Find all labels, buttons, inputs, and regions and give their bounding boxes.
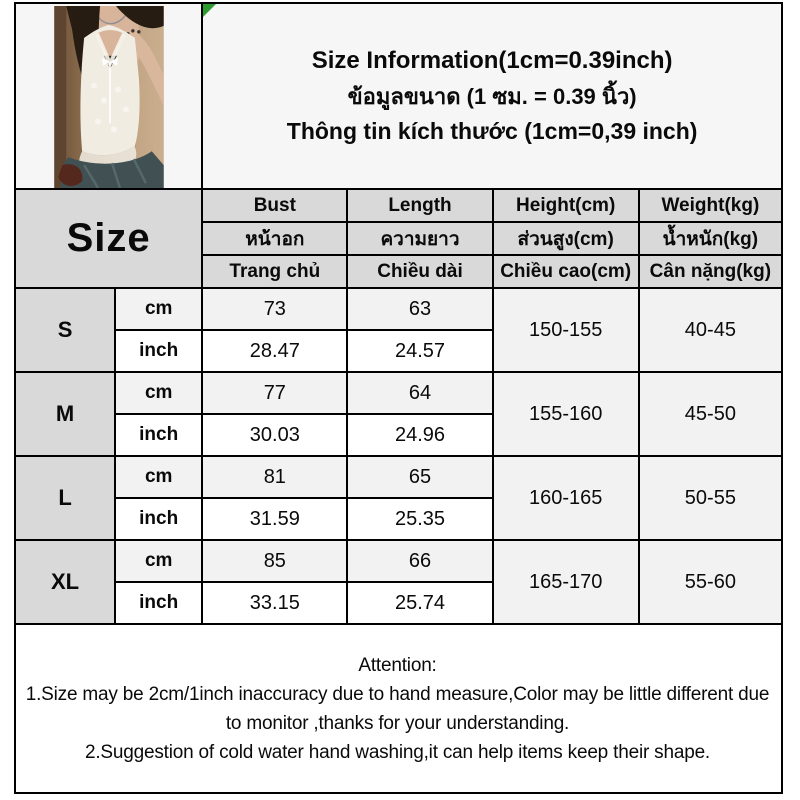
bust-inch-s: 28.47 (201, 329, 349, 373)
length-cm-m: 64 (346, 371, 494, 415)
size-info-title: Size Information(1cm=0.39inch) ข้อมูลขนา… (204, 47, 780, 145)
col-header-height-en: Height(cm) (491, 188, 640, 223)
table-row-l-inch: inch 31.59 25.35 (15, 497, 782, 541)
height-range-s: 150-155 (491, 287, 640, 373)
unit-label-inch: inch (114, 581, 204, 625)
table-row-xl-cm: XL cm 85 66 165-170 55-60 (13, 539, 784, 625)
weight-range-xl: 55-60 (637, 539, 784, 625)
table-row-s-inch: inch 28.47 24.57 (15, 329, 782, 373)
attention-cell: Attention: 1.Size may be 2cm/1inch inacc… (14, 623, 783, 794)
unit-label-inch: inch (114, 329, 204, 373)
size-label-xl: XL (13, 539, 117, 625)
weight-range-m: 45-50 (637, 371, 784, 457)
height-range-l: 160-165 (491, 455, 640, 541)
unit-label-inch: inch (114, 497, 204, 541)
attention-heading: Attention: (358, 655, 437, 676)
col-header-length-vi: Chiều dài (346, 254, 494, 289)
bust-cm-xl: 85 (201, 539, 349, 583)
bust-inch-xl: 33.15 (201, 581, 349, 625)
product-photo-cell (13, 2, 204, 190)
unit-label-cm: cm (114, 455, 204, 499)
bust-cm-s: 73 (201, 287, 349, 331)
length-cm-l: 65 (346, 455, 494, 499)
length-inch-l: 25.35 (346, 497, 494, 541)
table-row-m-cm: M cm 77 64 155-160 45-50 (13, 371, 784, 457)
bust-inch-m: 30.03 (201, 413, 349, 457)
height-range-m: 155-160 (491, 371, 640, 457)
length-cm-xl: 66 (346, 539, 494, 583)
title-cell: Size Information(1cm=0.39inch) ข้อมูลขนา… (201, 2, 783, 190)
attention-note-2: 2.Suggestion of cold water hand washing,… (84, 742, 711, 763)
table-row-s-cm: S cm 73 63 150-155 40-45 (13, 287, 784, 373)
unit-label-cm: cm (114, 371, 204, 415)
col-header-bust-th: หน้าอก (201, 221, 349, 256)
length-inch-xl: 25.74 (346, 581, 494, 625)
size-label-m: M (13, 371, 117, 457)
title-vietnamese: Thông tin kích thước (1cm=0,39 inch) (286, 118, 698, 144)
col-header-length-th: ความยาว (346, 221, 494, 256)
weight-range-l: 50-55 (637, 455, 784, 541)
col-header-bust-en: Bust (201, 188, 349, 223)
col-header-weight-en: Weight(kg) (637, 188, 784, 223)
weight-range-s: 40-45 (637, 287, 784, 373)
unit-label-cm: cm (114, 539, 204, 583)
size-label-l: L (13, 455, 117, 541)
unit-label-cm: cm (114, 287, 204, 331)
col-header-weight-th: น้ำหนัก(kg) (637, 221, 784, 256)
title-thai: ข้อมูลขนาด (1 ซม. = 0.39 นิ้ว) (347, 84, 637, 109)
bust-cm-m: 77 (201, 371, 349, 415)
size-chart-sheet: Size Information(1cm=0.39inch) ข้อมูลขนา… (13, 2, 784, 794)
bust-inch-l: 31.59 (201, 497, 349, 541)
attention-notes: Attention: 1.Size may be 2cm/1inch inacc… (17, 650, 780, 767)
unit-label-inch: inch (114, 413, 204, 457)
col-header-length-en: Length (346, 188, 494, 223)
col-header-weight-vi: Cân nặng(kg) (637, 254, 784, 289)
length-inch-s: 24.57 (346, 329, 494, 373)
length-inch-m: 24.96 (346, 413, 494, 457)
col-header-height-th: ส่วนสูง(cm) (491, 221, 640, 256)
table-row-xl-inch: inch 33.15 25.74 (15, 581, 782, 625)
attention-note-1: 1.Size may be 2cm/1inch inaccuracy due t… (25, 684, 770, 734)
table-row-l-cm: L cm 81 65 160-165 50-55 (13, 455, 784, 541)
product-photo (53, 5, 164, 187)
bust-cm-l: 81 (201, 455, 349, 499)
size-chart-table: Size Information(1cm=0.39inch) ข้อมูลขนา… (13, 2, 784, 794)
col-header-height-vi: Chiều cao(cm) (491, 254, 640, 289)
size-label-s: S (13, 287, 117, 373)
height-range-xl: 165-170 (491, 539, 640, 625)
size-column-header: Size (13, 188, 204, 289)
green-corner-flag-icon (204, 5, 217, 17)
length-cm-s: 63 (346, 287, 494, 331)
title-english: Size Information(1cm=0.39inch) (311, 47, 673, 74)
table-row-m-inch: inch 30.03 24.96 (15, 413, 782, 457)
col-header-bust-vi: Trang chủ (201, 254, 349, 289)
